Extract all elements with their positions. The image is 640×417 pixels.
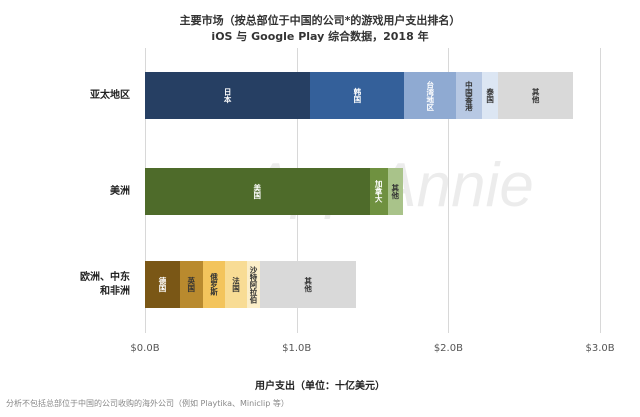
bar-segment: 台湾地区: [404, 72, 456, 119]
segment-label: 其他: [531, 88, 541, 103]
bar-segment: 其他: [387, 168, 403, 215]
bar-segment: 加拿大: [369, 168, 388, 215]
segment-label: 沙特阿拉伯: [248, 265, 258, 304]
bar-segment: 韩国: [310, 72, 405, 119]
segment-label: 其他: [390, 184, 400, 199]
segment-label: 加拿大: [374, 180, 384, 203]
segment-label: 中国香港: [464, 80, 474, 111]
x-tick-label: $3.0B: [585, 343, 615, 354]
segment-label: 美国: [252, 184, 262, 199]
x-axis-label: 用户支出（单位：十亿美元）: [255, 381, 385, 392]
chart-subtitle: iOS 与 Google Play 综合数据，2018 年: [211, 30, 429, 43]
bar-segment: 其他: [498, 72, 573, 119]
x-tick-label: $0.0B: [130, 343, 160, 354]
gridline: [448, 48, 450, 333]
category-label: 欧洲、中东 和非洲: [80, 271, 130, 297]
segment-label: 德国: [157, 277, 167, 292]
segment-label: 法国: [231, 277, 241, 292]
bar-segment: 泰国: [481, 72, 499, 119]
bar-segment: 其他: [260, 261, 356, 308]
segment-label: 台湾地区: [425, 80, 435, 111]
segment-label: 其他: [303, 277, 313, 292]
footnote: 分析不包括总部位于中国的公司收购的海外公司（例如 Playtika、Minicl…: [6, 399, 289, 408]
bar-segment: 德国: [145, 261, 180, 308]
bar-segment: 法国: [225, 261, 247, 308]
x-tick-label: $2.0B: [433, 343, 463, 354]
category-label: 美洲: [110, 185, 130, 197]
chart-title: 主要市场（按总部位于中国的公司*的游戏用户支出排名）: [179, 14, 461, 27]
bar-segment: 日本: [145, 72, 311, 119]
segment-label: 泰国: [485, 88, 495, 103]
segment-label: 日本: [223, 88, 233, 103]
category-label: 亚太地区: [90, 89, 130, 101]
bar-segment: 俄罗斯: [202, 261, 226, 308]
segment-label: 韩国: [352, 88, 362, 103]
bar-segment: 美国: [145, 168, 370, 215]
segment-label: 英国: [186, 277, 196, 292]
segment-label: 俄罗斯: [209, 273, 219, 296]
x-tick-label: $1.0B: [282, 343, 312, 354]
bar-segment: 沙特阿拉伯: [246, 261, 261, 308]
bar-segment: 中国香港: [455, 72, 482, 119]
gridline: [600, 48, 602, 333]
bar-segment: 英国: [179, 261, 203, 308]
